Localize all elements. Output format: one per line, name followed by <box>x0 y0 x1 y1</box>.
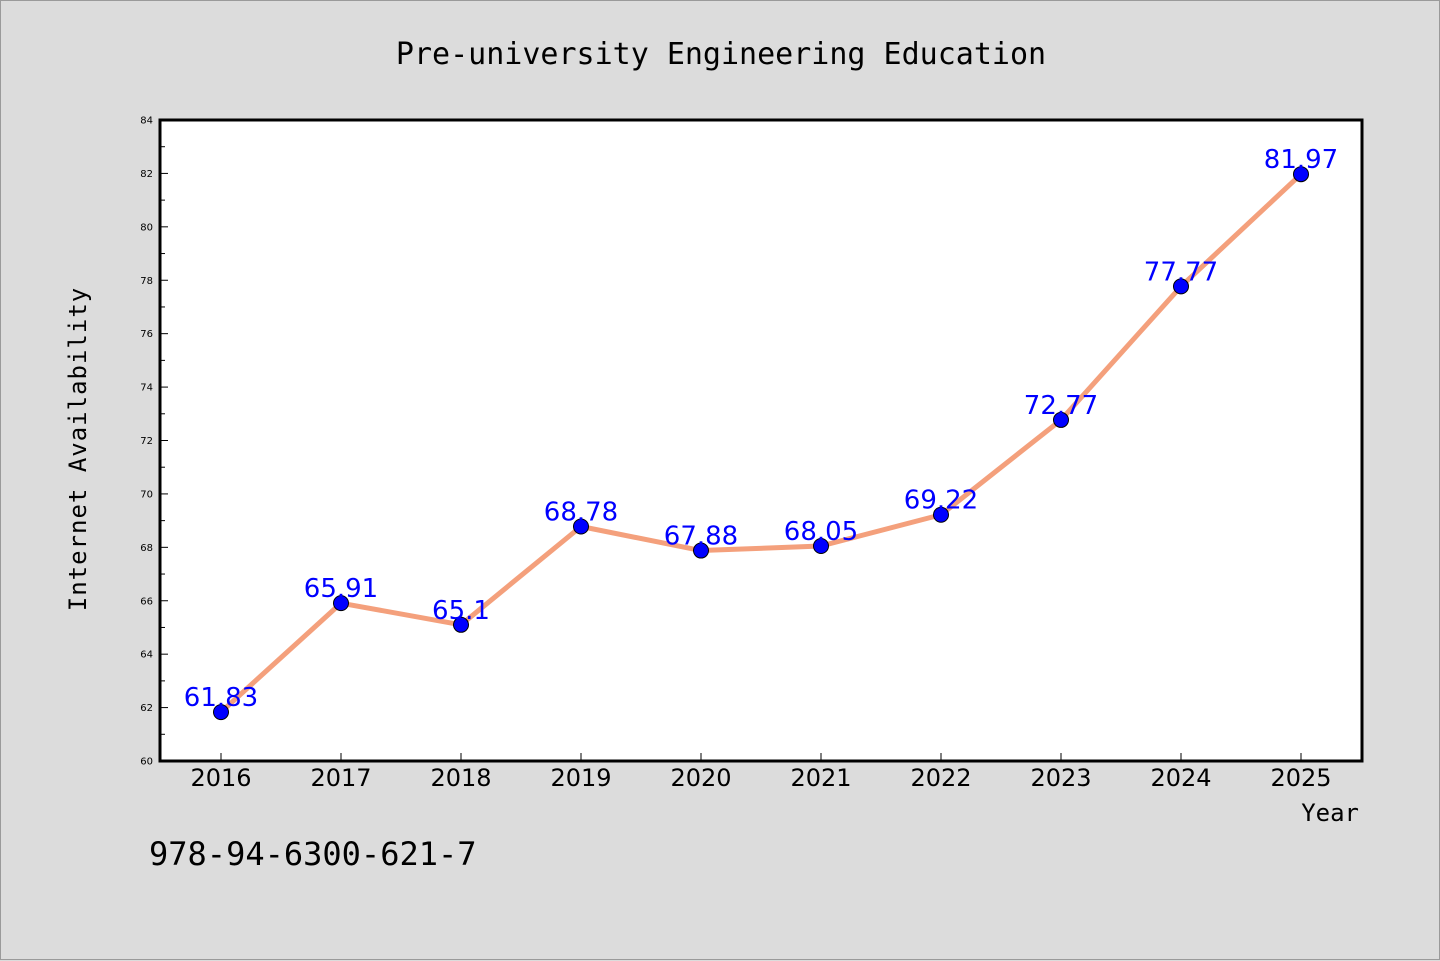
data-labels: 61.83 65.91 65.1 68.78 67.88 68.05 69.22 72.77 7… <box>184 145 1338 713</box>
y-axis: 60 62 64 66 68 70 72 74 76 78 80 82 84 <box>140 116 168 768</box>
y-tick-label: 72 <box>140 436 153 447</box>
data-point <box>693 542 709 559</box>
data-label: 72.77 <box>1024 391 1098 421</box>
data-point <box>453 616 469 633</box>
x-tick-label: 2023 <box>1030 764 1091 792</box>
data-point <box>933 506 949 523</box>
y-tick-label: 62 <box>140 703 153 714</box>
data-point <box>1173 278 1189 295</box>
data-label: 68.78 <box>544 498 618 528</box>
data-point <box>573 518 589 535</box>
y-tick-label: 70 <box>140 489 153 500</box>
y-tick-label: 74 <box>140 383 153 394</box>
y-tick-label: 80 <box>140 222 153 233</box>
y-tick-label: 60 <box>140 757 153 768</box>
data-point <box>813 537 829 554</box>
data-point <box>1053 411 1069 428</box>
data-label: 65.91 <box>304 574 378 604</box>
data-label: 61.83 <box>184 683 258 713</box>
footnote-isbn: 978-94-6300-621-7 <box>149 835 477 873</box>
x-tick-label: 2024 <box>1150 764 1211 792</box>
x-tick-label: 2021 <box>790 764 851 792</box>
x-tick-label: 2018 <box>430 764 491 792</box>
data-label: 67.88 <box>664 522 738 552</box>
y-tick-label: 76 <box>140 329 153 340</box>
x-axis: 2016 2017 2018 2019 2020 2021 2022 2023 2024 2025 <box>190 753 1332 792</box>
data-label: 65.1 <box>432 596 490 626</box>
series-line <box>219 172 1303 714</box>
y-axis-label: Internet Availability <box>64 287 92 611</box>
x-tick-label: 2017 <box>310 764 371 792</box>
y-tick-label: 64 <box>140 650 153 661</box>
x-tick-label: 2020 <box>670 764 731 792</box>
plot-area <box>158 118 1364 763</box>
x-tick-label: 2016 <box>190 764 251 792</box>
data-markers <box>213 166 1309 721</box>
data-label: 69.22 <box>904 486 978 516</box>
x-tick-label: 2022 <box>910 764 971 792</box>
y-tick-label: 84 <box>140 116 153 127</box>
data-label: 77.77 <box>1144 257 1218 287</box>
data-point <box>1293 166 1309 183</box>
y-tick-label: 82 <box>140 169 153 180</box>
data-point <box>333 595 349 612</box>
y-tick-label: 78 <box>140 276 153 287</box>
y-tick-label: 66 <box>140 596 153 607</box>
y-tick-label: 68 <box>140 543 153 554</box>
x-axis-label: Year <box>1301 799 1359 827</box>
chart-title: Pre-university Engineering Education <box>396 37 1046 72</box>
x-tick-label: 2019 <box>550 764 611 792</box>
x-tick-label: 2025 <box>1270 764 1331 792</box>
data-label: 81.97 <box>1264 145 1338 175</box>
data-label: 68.05 <box>784 517 858 547</box>
data-point <box>213 704 229 721</box>
